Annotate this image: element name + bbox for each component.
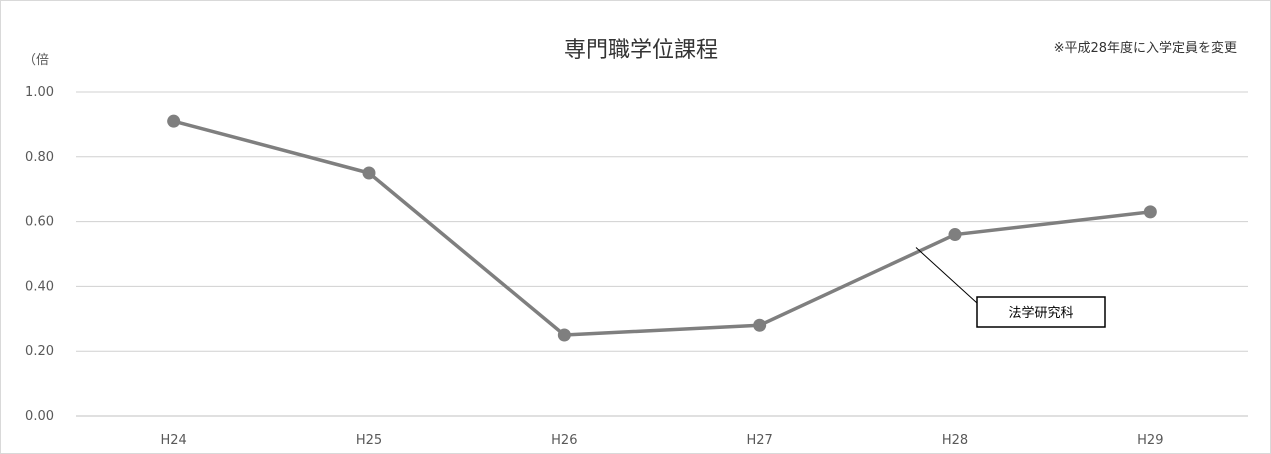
series-line — [171, 119, 1153, 337]
y-tick-label: 0.00 — [25, 409, 54, 424]
y-axis-unit-label: （倍 — [23, 53, 49, 68]
x-tick-labels: H24 H25 H26 H27 H28 H29 — [161, 433, 1164, 448]
callout-leader-line — [915, 247, 978, 304]
data-point — [362, 166, 376, 180]
x-tick-label: H29 — [1137, 433, 1163, 448]
x-tick-label: H24 — [161, 433, 187, 448]
x-tick-label: H25 — [356, 433, 382, 448]
x-tick-label: H27 — [747, 433, 773, 448]
y-tick-label: 0.80 — [25, 150, 54, 165]
y-tick-labels: 0.00 0.20 0.40 0.60 0.80 1.00 — [25, 85, 54, 424]
x-tick-label: H28 — [942, 433, 968, 448]
y-tick-label: 1.00 — [25, 85, 54, 100]
gridlines — [76, 91, 1248, 417]
data-point — [167, 114, 181, 128]
y-tick-label: 0.20 — [25, 344, 54, 359]
chart-note: ※平成28年度に入学定員を変更 — [1054, 40, 1237, 56]
chart-title: 専門職学位課程 — [564, 38, 718, 63]
series-callout: 法学研究科 — [915, 247, 1106, 328]
y-tick-label: 0.40 — [25, 279, 54, 294]
series-layer — [167, 114, 1157, 342]
series-name-label: 法学研究科 — [1008, 305, 1073, 321]
data-point — [1143, 205, 1157, 219]
x-tick-label: H26 — [551, 433, 577, 448]
data-point — [753, 318, 767, 332]
data-point — [557, 328, 571, 342]
data-point — [948, 228, 962, 242]
callout-box — [976, 296, 1106, 328]
y-tick-label: 0.60 — [25, 215, 54, 230]
